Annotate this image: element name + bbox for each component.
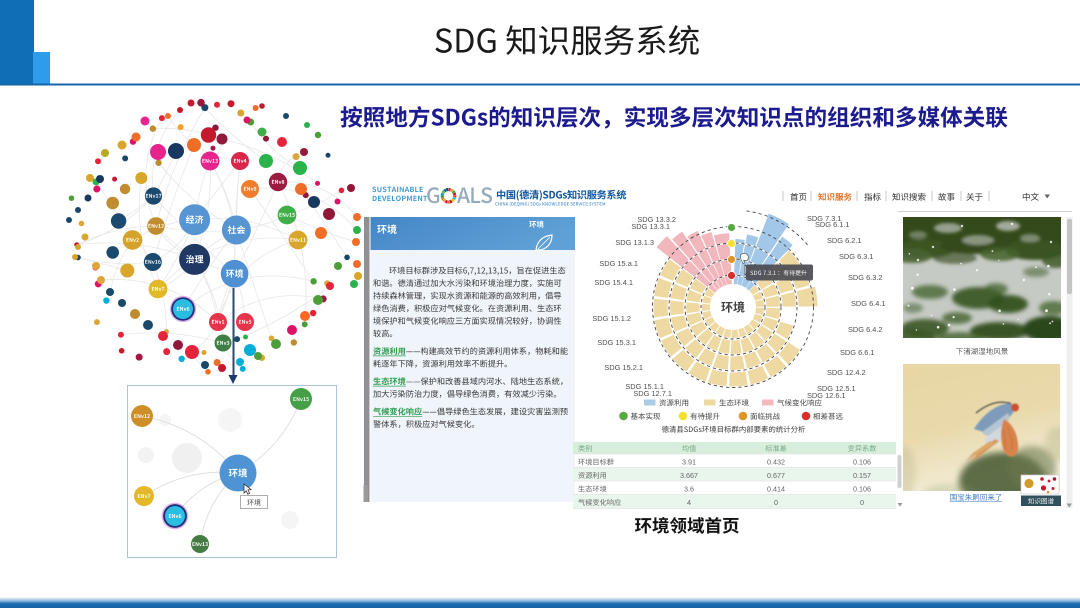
svg-text:4: 4: [687, 498, 691, 507]
svg-text:SDG 13.1.3: SDG 13.1.3: [615, 238, 654, 247]
svg-text:SDG 15.1.2: SDG 15.1.2: [592, 314, 631, 323]
svg-text:SDG 13.3.1: SDG 13.3.1: [631, 222, 670, 231]
svg-text:SDG 6.6.1: SDG 6.6.1: [840, 348, 875, 357]
svg-text:SDG 12.5.1: SDG 12.5.1: [817, 384, 856, 393]
svg-text:SDG 6.4.1: SDG 6.4.1: [851, 299, 886, 308]
svg-text:SDG 6.3.2: SDG 6.3.2: [848, 273, 883, 282]
svg-text:SDG 13.3.2: SDG 13.3.2: [637, 215, 676, 224]
svg-text:3.6: 3.6: [684, 485, 694, 494]
svg-text:0.106: 0.106: [853, 458, 871, 467]
svg-text:0.432: 0.432: [767, 458, 785, 467]
svg-text:SDG 12.4.2: SDG 12.4.2: [827, 368, 866, 377]
svg-text:SDG 6.1.1: SDG 6.1.1: [815, 220, 850, 229]
svg-text:3.667: 3.667: [680, 471, 698, 480]
svg-text:SDG 12.7.1: SDG 12.7.1: [633, 389, 672, 398]
svg-text:SDG 15.4.1: SDG 15.4.1: [594, 278, 633, 287]
svg-text:SDG 6.2.1: SDG 6.2.1: [827, 236, 862, 245]
svg-text:SDG 15.3.1: SDG 15.3.1: [597, 338, 636, 347]
svg-text:SDG 15.1.1: SDG 15.1.1: [625, 382, 664, 391]
svg-text:SDG 7.3.1: SDG 7.3.1: [807, 214, 842, 223]
svg-text:SDG 6.4.2: SDG 6.4.2: [848, 325, 883, 334]
svg-text:SDG 15.a.1: SDG 15.a.1: [599, 259, 638, 268]
svg-text:SDG 6.3.1: SDG 6.3.1: [839, 252, 874, 261]
svg-text:SDG 12.6.1: SDG 12.6.1: [807, 391, 846, 400]
svg-text:3.91: 3.91: [682, 458, 696, 467]
svg-text:0: 0: [774, 498, 778, 507]
svg-text:0.157: 0.157: [853, 471, 871, 480]
svg-text:0.106: 0.106: [853, 485, 871, 494]
svg-text:SDG 15.2.1: SDG 15.2.1: [604, 363, 643, 372]
svg-text:0.677: 0.677: [767, 471, 785, 480]
svg-text:0: 0: [860, 498, 864, 507]
svg-text:0.414: 0.414: [767, 485, 785, 494]
